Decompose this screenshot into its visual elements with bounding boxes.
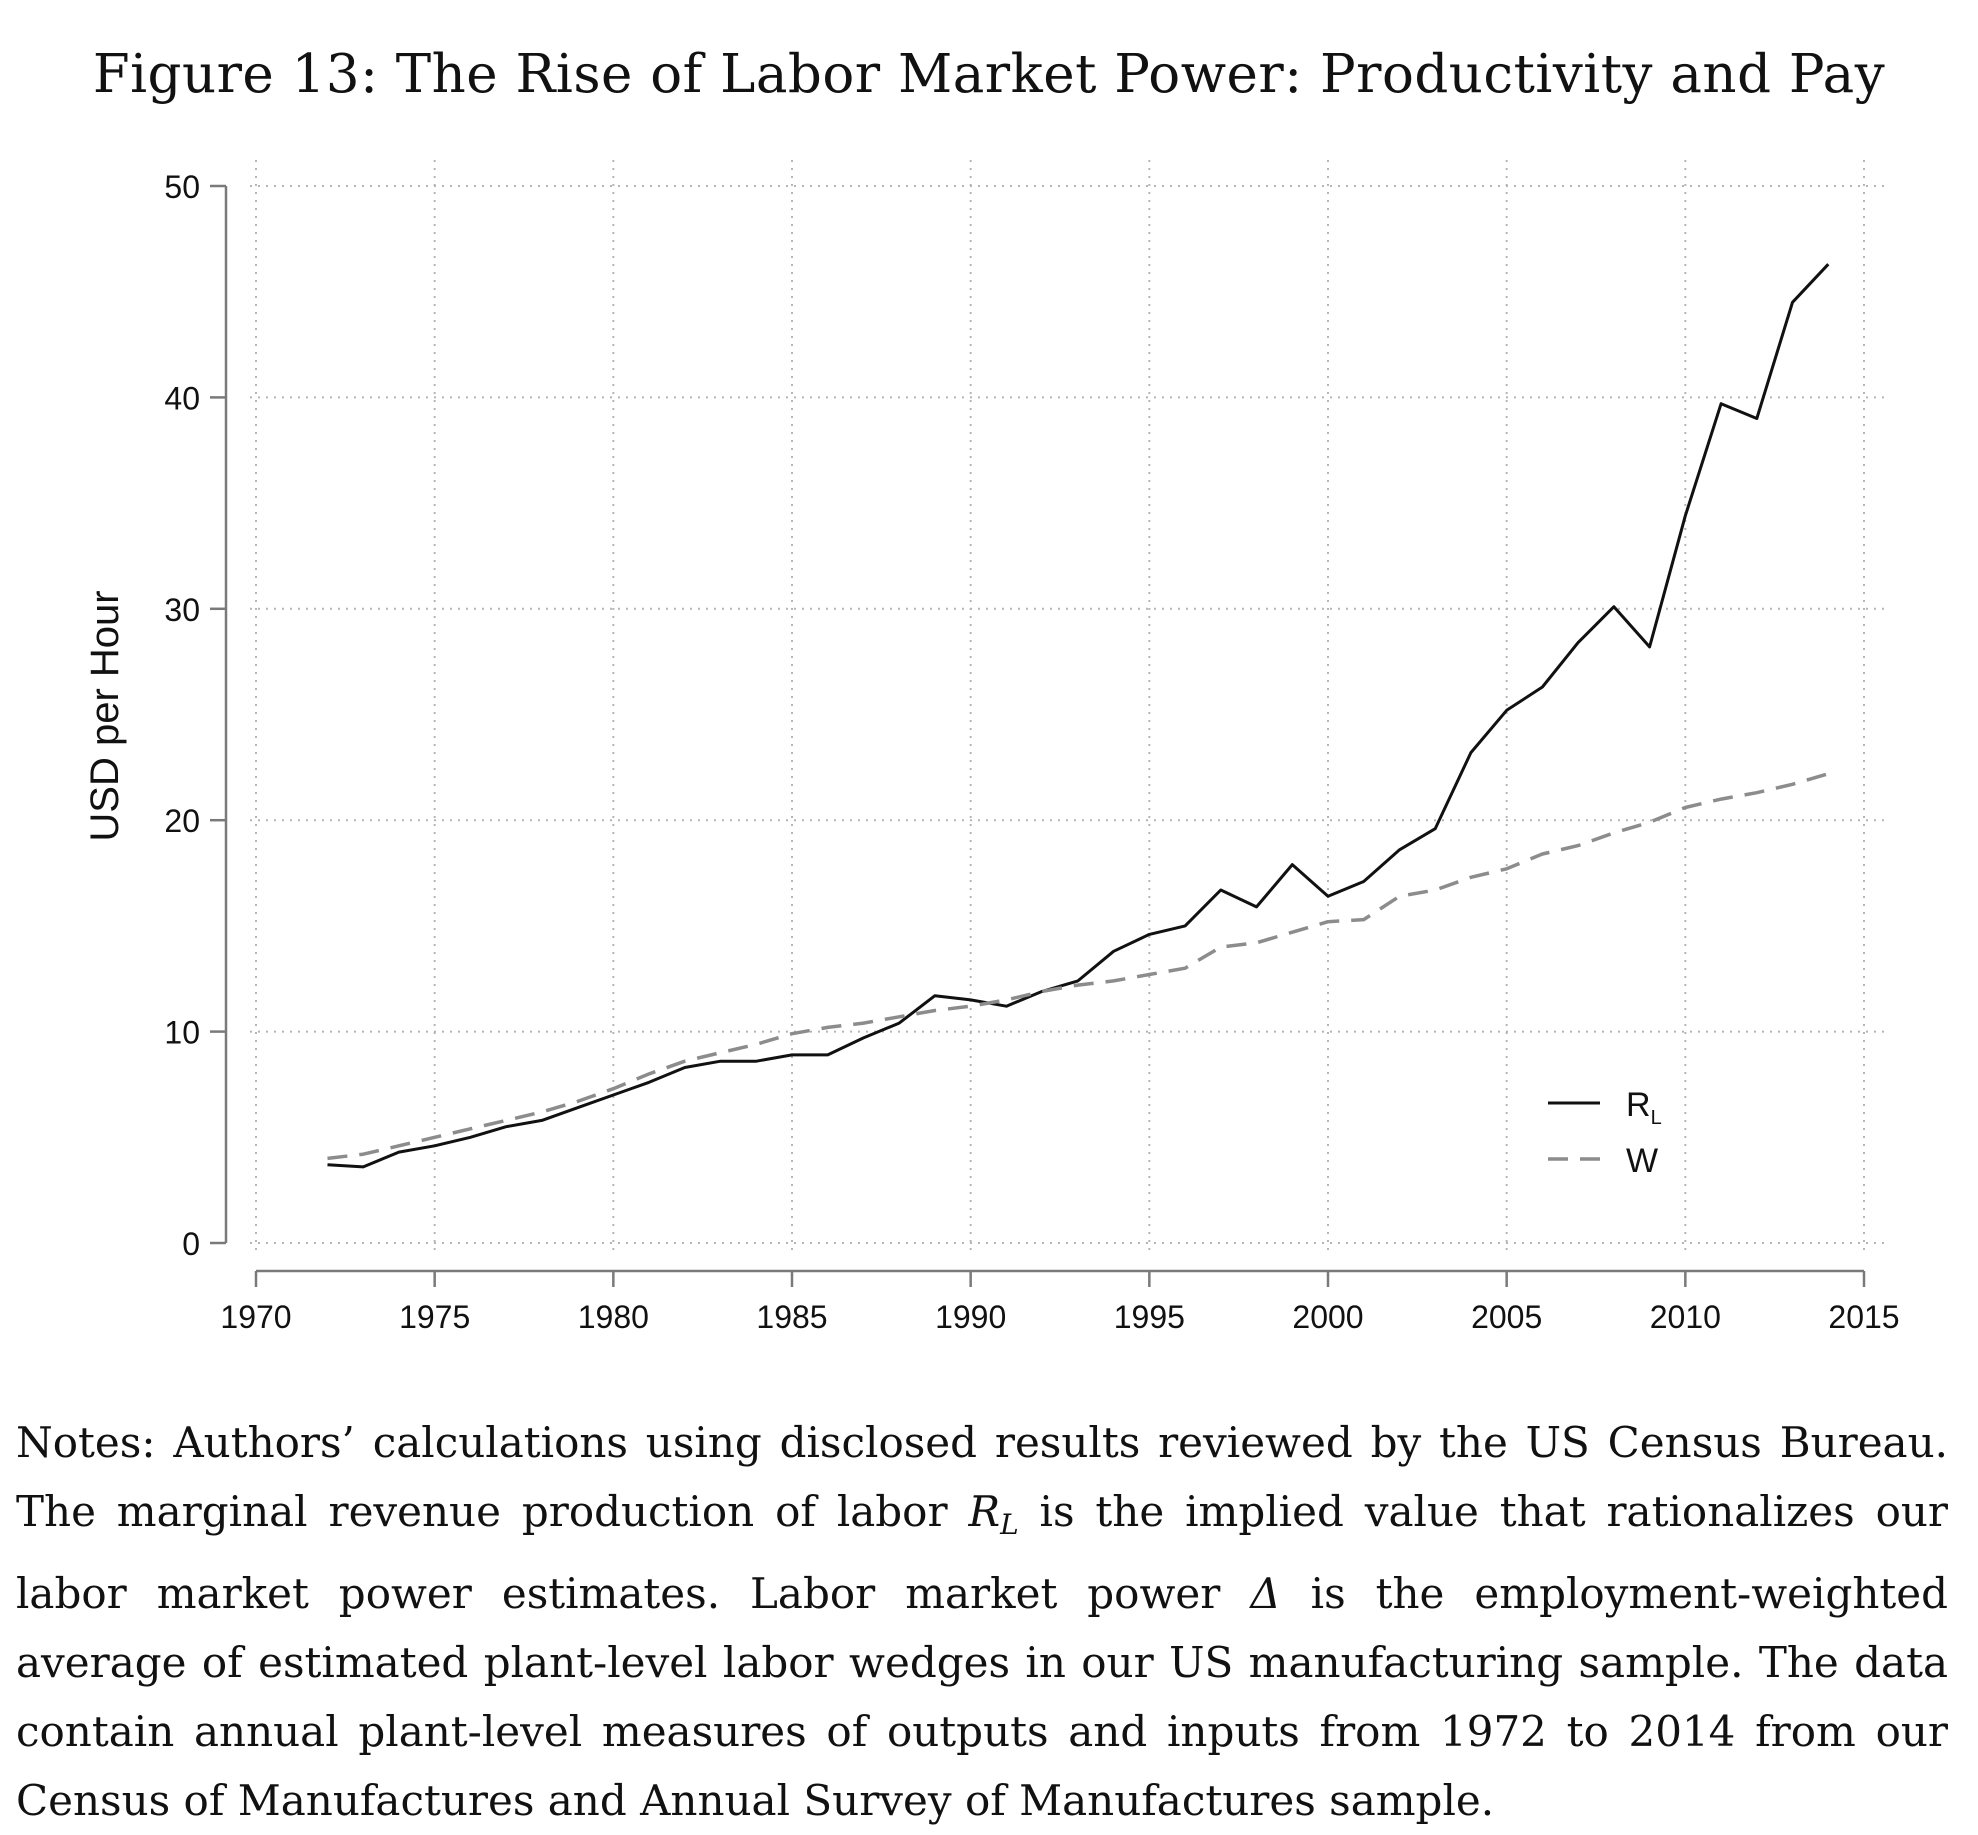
notes-part-1: Notes: Authors’ calculations using discl… <box>16 1418 1948 1536</box>
figure-notes: Notes: Authors’ calculations using discl… <box>16 1408 1948 1835</box>
series-layer <box>327 263 1830 1169</box>
rl-symbol: RL <box>968 1487 1018 1541</box>
rl-sub: L <box>1000 1508 1019 1541</box>
x-tick-label: 1975 <box>399 1299 470 1335</box>
notes-part-2: is the implied value that rationalizes o… <box>16 1487 1948 1618</box>
series-line-r <box>327 263 1830 1169</box>
legend-label-subscript: L <box>1651 1107 1662 1129</box>
x-tick-label: 2015 <box>1828 1299 1899 1335</box>
x-tick-label: 1985 <box>756 1299 827 1335</box>
x-tick-label: 2005 <box>1471 1299 1542 1335</box>
x-tick-label: 1980 <box>578 1299 649 1335</box>
rl-main: R <box>968 1487 1001 1536</box>
y-axis-label: USD per Hour <box>83 590 127 841</box>
delta-symbol: Δ <box>1250 1569 1281 1618</box>
x-tick-label: 2000 <box>1292 1299 1363 1335</box>
line-chart: 0 10 20 30 40 50 USD per Hour 1970 1975 1980 1985 1… <box>83 160 1900 1335</box>
y-tick-label: 50 <box>164 169 200 205</box>
series-line-w <box>327 772 1829 1161</box>
x-tick-label: 2010 <box>1650 1299 1721 1335</box>
x-tick-label: 1995 <box>1114 1299 1185 1335</box>
y-tick-label: 40 <box>164 380 200 416</box>
legend-label: RL <box>1626 1086 1662 1129</box>
x-tick-label: 1990 <box>935 1299 1006 1335</box>
y-tick-label: 10 <box>164 1015 200 1051</box>
legend: RL W <box>1548 1086 1662 1180</box>
notes-part-3: is the employment-weighted average of es… <box>16 1569 1948 1825</box>
y-tick-label: 30 <box>164 592 200 628</box>
axes: 0 10 20 30 40 50 USD per Hour 1970 1975 1980 1985 1… <box>83 169 1900 1335</box>
y-tick-label: 20 <box>164 803 200 839</box>
figure-title: Figure 13: The Rise of Labor Market Powe… <box>92 44 1886 105</box>
legend-label: W <box>1626 1142 1658 1180</box>
y-tick-label: 0 <box>182 1226 200 1262</box>
x-tick-label: 1970 <box>220 1299 291 1335</box>
grid-lines <box>250 160 1890 1250</box>
